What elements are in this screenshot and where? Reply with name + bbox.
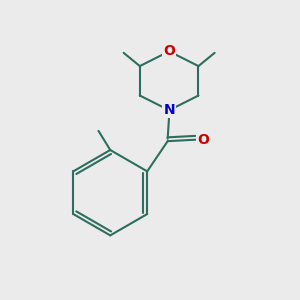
Text: N: N: [163, 103, 175, 117]
Text: O: O: [197, 133, 209, 147]
Text: O: O: [163, 44, 175, 58]
